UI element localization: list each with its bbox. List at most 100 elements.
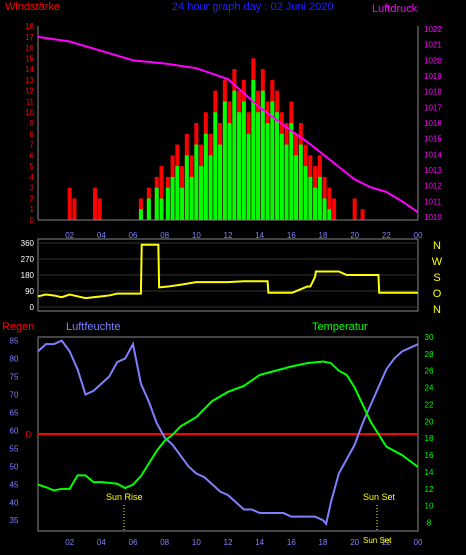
panel-humidity-temperature: Regen Luftfeuchte Temperatur 35 40 45 50 55 6… bbox=[2, 321, 434, 547]
direction-tick-label: 180 bbox=[21, 271, 35, 280]
wind-speed-bar bbox=[298, 144, 303, 220]
wind-speed-bar bbox=[260, 90, 265, 221]
wind-speed-bar bbox=[194, 144, 199, 220]
pressure-tick-label: 1022 bbox=[424, 25, 442, 34]
wind-speed-bar bbox=[208, 155, 213, 220]
direction-tick-label: 90 bbox=[25, 287, 34, 296]
wind-speed-bar bbox=[279, 133, 284, 220]
pressure-tick-label: 1021 bbox=[424, 41, 442, 50]
direction-tick-label: 270 bbox=[21, 255, 35, 264]
sunset-label-bottom: Sun Set bbox=[363, 536, 392, 545]
wind-tick-label: 18 bbox=[25, 22, 34, 31]
wind-direction-line bbox=[37, 243, 418, 300]
temperature-tick-label: 20 bbox=[425, 417, 434, 426]
humidity-tick-label: 50 bbox=[10, 462, 19, 471]
x-tick-label: 16 bbox=[287, 231, 296, 240]
panel-wind-pressure: Windstärke 24 hour graph day : 02 Juni 2… bbox=[5, 1, 442, 240]
x-tick-label: 02 bbox=[65, 538, 74, 547]
wind-tick-label: 14 bbox=[25, 65, 34, 74]
x-tick-label: 08 bbox=[160, 231, 169, 240]
x-tick-label: 04 bbox=[97, 538, 106, 547]
temperature-tick-labels: 8 10 12 14 16 18 20 22 24 26 28 30 bbox=[425, 333, 434, 528]
wind-speed-bar bbox=[189, 176, 194, 220]
wind-tick-label: 2 bbox=[30, 194, 35, 203]
x-tick-label: 16 bbox=[287, 538, 296, 547]
x-tick-label: 22 bbox=[382, 538, 391, 547]
wind-tick-label: 12 bbox=[25, 87, 34, 96]
wind-speed-bar bbox=[165, 187, 170, 220]
wind-speed-bar bbox=[159, 198, 164, 220]
wind-speed-bar bbox=[241, 101, 246, 220]
temperature-line bbox=[37, 360, 419, 492]
x-tick-label: 00 bbox=[414, 538, 423, 547]
humidity-x-tick-labels: 02 04 06 08 10 12 14 16 18 20 22 00 bbox=[65, 538, 423, 547]
wind-gust-bar bbox=[360, 209, 365, 220]
wind-speed-bar bbox=[138, 209, 143, 220]
wind-speed-bar bbox=[246, 133, 251, 220]
temperature-tick-label: 22 bbox=[425, 400, 434, 409]
wind-speed-bar bbox=[327, 209, 332, 220]
wind-speed-bar bbox=[175, 166, 180, 220]
wind-gust-bar bbox=[72, 198, 77, 220]
x-tick-label: 12 bbox=[224, 231, 233, 240]
pressure-tick-label: 1016 bbox=[424, 119, 442, 128]
humidity-tick-label: 85 bbox=[10, 337, 19, 346]
wind-speed-bar bbox=[251, 79, 256, 220]
pressure-tick-label: 1020 bbox=[424, 56, 442, 65]
direction-tick-label: 0 bbox=[30, 303, 35, 312]
rain-zero-label: 0 bbox=[25, 430, 31, 441]
pressure-tick-labels: 1010 1011 1012 1013 1014 1015 1016 1017 1018 1019… bbox=[424, 25, 442, 222]
wind-gust-bar bbox=[97, 198, 102, 220]
x-tick-label: 22 bbox=[382, 231, 391, 240]
wind-tick-label: 6 bbox=[30, 151, 35, 160]
wind-speed-bar bbox=[275, 112, 280, 220]
pressure-tick-label: 1011 bbox=[424, 197, 442, 206]
wind-speed-bar bbox=[308, 176, 313, 220]
x-tick-label: 06 bbox=[129, 231, 138, 240]
wind-tick-label: 13 bbox=[25, 76, 34, 85]
wind-tick-label: 15 bbox=[25, 54, 34, 63]
humidity-tick-label: 40 bbox=[10, 498, 19, 507]
pressure-tick-label: 1019 bbox=[424, 72, 442, 81]
wind-gust-bar bbox=[332, 198, 337, 220]
humidity-tick-label: 80 bbox=[10, 355, 19, 364]
temperature-tick-label: 16 bbox=[425, 451, 434, 460]
wind-tick-label: 9 bbox=[30, 119, 35, 128]
x-tick-label: 18 bbox=[319, 231, 328, 240]
wind-tick-label: 17 bbox=[25, 33, 34, 42]
pressure-line bbox=[37, 35, 419, 214]
x-tick-label: 10 bbox=[192, 538, 201, 547]
wind-speed-bar bbox=[289, 123, 294, 220]
wind-speed-bar bbox=[284, 144, 289, 220]
pressure-axis-title: Luftdruck bbox=[372, 3, 418, 15]
x-tick-label: 20 bbox=[350, 538, 359, 547]
wind-tick-label: 10 bbox=[25, 108, 34, 117]
humidity-tick-labels: 35 40 45 50 55 60 65 70 75 80 85 bbox=[10, 337, 19, 526]
wind-speed-bar bbox=[294, 155, 299, 220]
wind-tick-label: 4 bbox=[30, 173, 35, 182]
wind-speed-bar bbox=[227, 123, 232, 220]
humidity-tick-label: 35 bbox=[10, 516, 19, 525]
wind-tick-label: 0 bbox=[30, 216, 35, 225]
wind-speed-bar bbox=[170, 176, 175, 220]
wind-speed-bar bbox=[237, 112, 242, 220]
rain-axis-title: Regen bbox=[2, 321, 34, 333]
wind-speed-bar bbox=[303, 166, 308, 220]
wind-gust-bar bbox=[327, 187, 332, 220]
wind-tick-label: 5 bbox=[30, 162, 35, 171]
compass-label: N bbox=[433, 304, 441, 316]
wind-speed-bar bbox=[317, 176, 322, 220]
compass-label: W bbox=[432, 256, 443, 268]
chart-title: 24 hour graph day : 02 Juni 2020 bbox=[172, 1, 333, 13]
pressure-tick-label: 1014 bbox=[424, 150, 442, 159]
humidity-axis-title: Luftfeuchte bbox=[66, 321, 120, 333]
wind-tick-label: 11 bbox=[26, 97, 35, 106]
wind-speed-bar bbox=[232, 90, 237, 221]
wind-axis-title: Windstärke bbox=[5, 1, 60, 13]
humidity-line bbox=[37, 339, 419, 526]
wind-speed-bar bbox=[184, 155, 189, 220]
temperature-tick-label: 26 bbox=[425, 367, 434, 376]
temperature-tick-label: 18 bbox=[425, 434, 434, 443]
